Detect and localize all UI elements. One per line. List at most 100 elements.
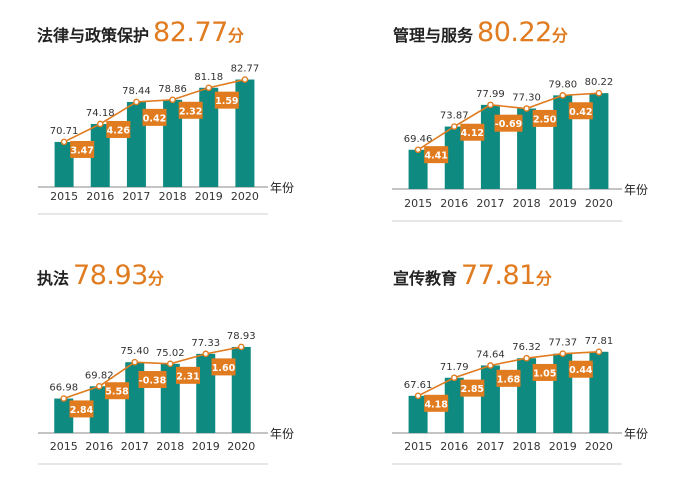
data-label: 66.98 bbox=[49, 383, 78, 394]
data-label: 77.37 bbox=[548, 338, 577, 349]
change-badge bbox=[178, 101, 203, 119]
x-axis-label: 年份 bbox=[624, 183, 648, 197]
x-tick-label: 2018 bbox=[156, 440, 184, 453]
x-tick-label: 2016 bbox=[440, 440, 468, 453]
change-badge bbox=[424, 146, 449, 164]
data-label: 77.81 bbox=[585, 336, 614, 347]
x-axis-label: 年份 bbox=[624, 427, 648, 441]
bar bbox=[235, 79, 255, 187]
change-badge bbox=[568, 360, 593, 378]
bar bbox=[90, 123, 110, 187]
trend-point bbox=[166, 360, 174, 368]
bar bbox=[196, 353, 216, 433]
trend-point bbox=[559, 350, 567, 357]
bar bbox=[231, 346, 251, 433]
change-badge-label: 2.32 bbox=[179, 106, 202, 117]
x-tick-label: 2020 bbox=[585, 440, 613, 453]
bar bbox=[89, 386, 109, 433]
data-label: 74.64 bbox=[476, 349, 505, 360]
chart-title: 宣传教育 77.81分 bbox=[393, 260, 552, 291]
change-badge bbox=[568, 102, 593, 120]
x-axis-label: 年份 bbox=[270, 427, 294, 441]
x-tick-label: 2019 bbox=[549, 440, 577, 453]
data-label: 67.61 bbox=[404, 380, 433, 391]
trend-point bbox=[237, 343, 245, 351]
data-label: 81.18 bbox=[194, 72, 223, 83]
trend-point bbox=[241, 76, 249, 83]
trend-point bbox=[60, 138, 68, 146]
change-badge bbox=[532, 363, 557, 381]
bar bbox=[553, 353, 573, 433]
chart-panel-enforcement: 执法 78.93分 66.98 2015 69.82 2016 75.40 2017 75.0… bbox=[0, 243, 340, 485]
change-badge bbox=[106, 120, 131, 138]
bar bbox=[408, 149, 428, 189]
trend-point bbox=[595, 348, 603, 356]
bar bbox=[589, 93, 609, 189]
change-badge-label: 1.59 bbox=[215, 96, 238, 107]
trend-point bbox=[595, 89, 603, 97]
chart-title-name: 法律与政策保护 bbox=[37, 26, 150, 45]
change-badge bbox=[70, 140, 95, 158]
change-badge bbox=[142, 108, 167, 126]
trend-point bbox=[559, 92, 567, 99]
trend-point bbox=[131, 358, 139, 366]
trend-point bbox=[487, 101, 494, 109]
trend-point bbox=[487, 362, 494, 369]
chart-title: 管理与服务 80.22分 bbox=[393, 17, 568, 48]
bar-chart-publicity-education: 67.61 2015 71.79 2016 74.64 2017 76.32 2018 77.3… bbox=[392, 336, 648, 465]
chart-title-score: 78.93 bbox=[73, 260, 148, 291]
x-tick-label: 2020 bbox=[585, 197, 613, 210]
chart-title-unit: 分 bbox=[227, 26, 244, 45]
chart-title-unit: 分 bbox=[147, 269, 164, 288]
data-label: 80.22 bbox=[585, 77, 614, 88]
x-tick-label: 2019 bbox=[192, 440, 220, 453]
bar bbox=[589, 351, 609, 433]
data-label: 77.33 bbox=[191, 338, 220, 349]
x-tick-label: 2016 bbox=[86, 190, 114, 203]
data-label: 73.87 bbox=[440, 111, 469, 122]
data-label: 75.02 bbox=[156, 348, 185, 359]
chart-title-score: 82.77 bbox=[153, 17, 228, 48]
change-badge-label: 0.42 bbox=[143, 113, 166, 124]
trend-point bbox=[450, 374, 458, 382]
change-badge bbox=[138, 371, 167, 389]
x-axis-label: 年份 bbox=[270, 181, 294, 195]
chart-title-score: 80.22 bbox=[477, 17, 552, 48]
chart-title-unit: 分 bbox=[535, 269, 552, 288]
bar bbox=[199, 87, 219, 187]
trend-point bbox=[96, 120, 104, 128]
data-label: 69.82 bbox=[85, 370, 114, 381]
bar-chart-management-service: 69.46 2015 73.87 2016 77.99 2017 77.30 2018 79.8… bbox=[392, 77, 648, 222]
chart-title: 法律与政策保护 82.77分 bbox=[37, 17, 244, 48]
data-label: 70.71 bbox=[50, 126, 79, 137]
x-tick-label: 2018 bbox=[159, 190, 187, 203]
x-tick-label: 2018 bbox=[513, 440, 541, 453]
bar bbox=[444, 377, 464, 433]
data-label: 71.79 bbox=[440, 362, 469, 373]
trend-line bbox=[417, 350, 599, 397]
bar bbox=[54, 398, 74, 433]
change-badge bbox=[460, 379, 485, 397]
change-badge bbox=[424, 394, 449, 412]
chart-title-name: 宣传教育 bbox=[393, 269, 458, 288]
bar bbox=[126, 101, 146, 187]
trend-point bbox=[133, 98, 140, 106]
x-tick-label: 2017 bbox=[476, 440, 504, 453]
chart-panel-publicity-education: 宣传教育 77.81分 67.61 2015 71.79 2016 74.64 2017 76… bbox=[340, 243, 677, 485]
trend-point bbox=[95, 382, 103, 390]
trend-point bbox=[523, 354, 530, 362]
x-tick-label: 2017 bbox=[122, 190, 150, 203]
bar bbox=[553, 95, 573, 189]
bar bbox=[444, 126, 464, 189]
change-badge-label: 2.85 bbox=[461, 384, 484, 395]
chart-title: 执法 78.93分 bbox=[37, 260, 164, 291]
data-label: 74.18 bbox=[86, 108, 115, 119]
change-badge-label: 4.26 bbox=[107, 125, 131, 136]
change-badge-label: 0.44 bbox=[569, 365, 593, 376]
trend-point bbox=[169, 96, 176, 104]
change-badge-label: -0.69 bbox=[495, 119, 522, 130]
x-tick-label: 2020 bbox=[227, 440, 255, 453]
x-tick-label: 2015 bbox=[404, 197, 432, 210]
bar bbox=[163, 99, 183, 187]
change-badge bbox=[496, 369, 521, 387]
